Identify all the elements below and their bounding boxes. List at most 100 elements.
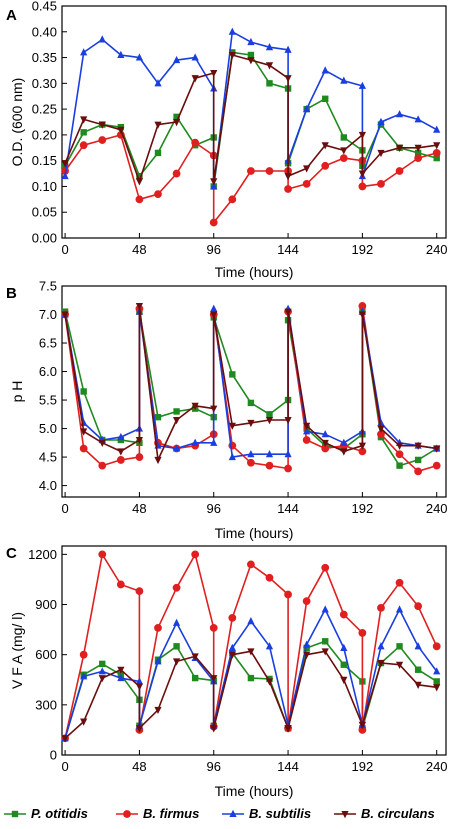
data-point xyxy=(154,624,162,632)
data-point xyxy=(395,110,404,118)
data-point xyxy=(172,55,181,64)
data-point xyxy=(172,658,181,666)
x-tick-label: 240 xyxy=(426,501,448,516)
y-tick-label: 4.5 xyxy=(39,450,57,465)
data-point xyxy=(210,405,218,413)
panel-letter: C xyxy=(6,545,17,562)
data-point xyxy=(321,439,329,448)
data-point xyxy=(284,45,292,53)
legend-label: B. circulans xyxy=(361,806,435,821)
data-point xyxy=(414,467,423,476)
y-tick-label: 6.5 xyxy=(39,336,57,351)
data-point xyxy=(414,602,423,611)
legend-label: P. otitidis xyxy=(31,806,88,821)
data-point xyxy=(191,402,199,410)
data-point xyxy=(340,134,348,141)
data-point xyxy=(80,129,87,136)
data-point xyxy=(228,195,237,204)
data-point xyxy=(321,605,329,613)
data-point xyxy=(210,438,218,446)
data-point xyxy=(210,725,218,733)
data-point xyxy=(116,456,125,464)
data-point xyxy=(433,684,441,692)
data-point xyxy=(210,675,218,683)
data-point xyxy=(247,399,255,407)
y-tick-label: 600 xyxy=(35,647,57,662)
y-tick-label: 0.35 xyxy=(32,50,57,65)
data-point xyxy=(228,422,236,430)
data-point xyxy=(98,35,106,43)
data-point xyxy=(340,438,348,446)
data-point xyxy=(173,643,180,650)
data-point xyxy=(302,597,311,606)
data-point xyxy=(377,179,385,188)
data-point xyxy=(414,154,423,162)
data-point xyxy=(358,170,366,178)
data-point xyxy=(414,666,422,673)
data-point xyxy=(303,651,311,659)
chart-panel-b: B 4.0 4.5 5.0 5.5 6.0 6.5 7.0 7.5 0 48 96 144 192 240 T… xyxy=(6,279,448,542)
y-tick-label: 0.15 xyxy=(32,153,57,168)
x-tick-label: 144 xyxy=(277,501,299,516)
data-point xyxy=(247,617,255,625)
legend-marker xyxy=(229,809,237,817)
series-line xyxy=(64,30,438,188)
data-point xyxy=(265,461,274,470)
data-point xyxy=(414,681,422,689)
data-point xyxy=(358,81,366,89)
data-point xyxy=(284,173,292,181)
data-point xyxy=(210,178,218,186)
data-point xyxy=(172,169,181,178)
y-axis-title: p H xyxy=(9,381,25,403)
data-point xyxy=(154,456,162,465)
data-point xyxy=(303,165,311,173)
data-point xyxy=(265,62,274,70)
y-tick-label: 0.25 xyxy=(32,102,57,117)
data-point xyxy=(302,436,311,444)
data-point xyxy=(99,660,106,668)
data-point xyxy=(321,563,330,572)
y-axis-title: V F A (mg/ l) xyxy=(9,612,25,689)
legend-marker xyxy=(123,810,131,818)
data-point xyxy=(98,667,106,675)
data-point xyxy=(173,113,180,121)
data-point xyxy=(339,154,348,162)
legend-item: P. otitidis xyxy=(4,806,88,821)
data-point xyxy=(136,172,143,180)
data-point xyxy=(117,448,125,456)
data-point xyxy=(247,419,255,428)
data-point xyxy=(229,371,236,378)
data-point xyxy=(135,53,144,61)
y-tick-label: 0.45 xyxy=(32,0,57,14)
y-tick-label: 0.05 xyxy=(32,205,57,220)
x-tick-label: 240 xyxy=(426,242,448,257)
data-point xyxy=(303,427,311,435)
data-point xyxy=(433,678,440,685)
data-point xyxy=(377,425,385,433)
data-point xyxy=(154,190,162,199)
data-point xyxy=(433,125,441,133)
data-point xyxy=(395,605,404,613)
data-point xyxy=(61,735,69,743)
series-b-firmus xyxy=(61,550,441,743)
data-point xyxy=(395,450,404,459)
data-point xyxy=(117,673,125,682)
x-tick-label: 192 xyxy=(352,759,374,774)
data-point xyxy=(414,642,422,650)
y-tick-label: 0.30 xyxy=(32,76,57,91)
data-point xyxy=(265,642,274,650)
data-point xyxy=(396,462,403,469)
data-point xyxy=(340,76,348,84)
data-point xyxy=(247,450,255,458)
data-point xyxy=(61,171,69,180)
data-point xyxy=(377,642,385,650)
data-point xyxy=(247,560,255,569)
legend-item: B. firmus xyxy=(116,806,199,821)
data-point xyxy=(116,580,125,589)
data-point xyxy=(98,136,107,144)
data-point xyxy=(395,144,404,152)
data-point xyxy=(80,672,88,680)
data-point xyxy=(265,678,274,686)
data-point xyxy=(154,706,162,715)
